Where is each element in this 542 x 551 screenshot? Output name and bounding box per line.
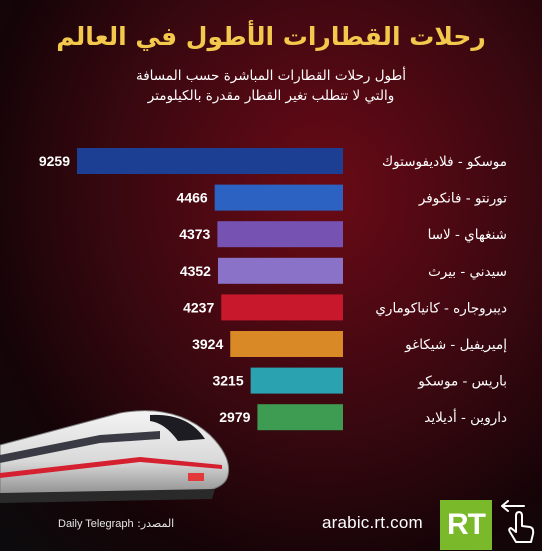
bar-value-3: 4373 <box>179 226 210 242</box>
bar-5 <box>221 294 343 321</box>
subtitle-line-2: والتي لا تتطلب تغير القطار مقدرة بالكيلو… <box>147 88 395 104</box>
source-value: Daily Telegraph <box>58 518 134 530</box>
bar-1 <box>77 148 343 174</box>
chart-subtitle: أطول رحلات القطارات المباشرة حسب المسافة… <box>0 66 542 106</box>
bar-6 <box>230 331 343 357</box>
bar-value-8: 2979 <box>219 409 250 425</box>
bar-label-3: شنغهاي - لاسا <box>428 227 507 243</box>
bar-2 <box>214 184 343 211</box>
chart-title: رحلات القطارات الأطول في العالم <box>56 22 486 51</box>
bar-value-6: 3924 <box>192 336 223 352</box>
bar-3 <box>217 221 343 248</box>
bar-label-1: موسكو - فلاديفوستوك <box>382 154 507 170</box>
bar-label-7: باريس - موسكو <box>417 374 507 390</box>
bar-label-2: تورنتو - فانكوفر <box>418 191 507 207</box>
bar-value-4: 4352 <box>180 263 211 279</box>
bar-8 <box>257 404 343 431</box>
bar-label-4: سيدني - بيرث <box>428 264 507 280</box>
hand-pointer-icon <box>501 500 535 543</box>
subtitle-line-1: أطول رحلات القطارات المباشرة حسب المسافة <box>135 68 407 84</box>
rt-logo-icon: RT <box>440 500 492 550</box>
bar-value-7: 3215 <box>212 373 243 389</box>
bar-chart: 9259 موسكو - فلاديفوستوك 4466 تورنتو - فانك… <box>39 148 507 431</box>
source-credit: المصدر: Daily Telegraph <box>58 517 174 530</box>
bar-label-5: ديبروجاره - كانياكوماري <box>375 300 507 316</box>
bar-value-1: 9259 <box>39 153 70 169</box>
bar-label-6: إميريفيل - شيكاغو <box>404 337 507 353</box>
source-label: المصدر: <box>137 517 175 530</box>
train-image <box>0 410 230 503</box>
bar-4 <box>217 257 343 284</box>
bar-7 <box>250 367 343 394</box>
bar-value-2: 4466 <box>177 190 208 206</box>
bar-label-8: داروين - أديلايد <box>424 408 507 426</box>
website-link[interactable]: arabic.rt.com <box>322 513 423 532</box>
bar-value-5: 4237 <box>183 299 214 315</box>
